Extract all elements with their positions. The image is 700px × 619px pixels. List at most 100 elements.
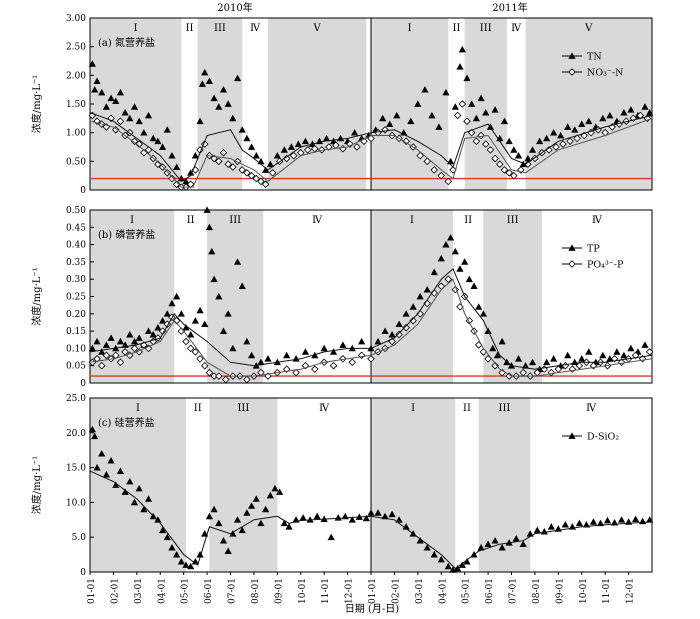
data-point <box>102 341 110 348</box>
data-point <box>589 518 598 525</box>
data-point <box>224 310 232 317</box>
period-label: III <box>480 23 492 34</box>
data-point <box>252 174 261 183</box>
x-tick-label: 03-01 <box>415 578 425 604</box>
data-point <box>243 337 251 345</box>
y-tick-label: 3.00 <box>66 14 86 24</box>
x-tick-label: 02-01 <box>391 578 401 604</box>
data-point <box>454 564 462 572</box>
y-tick-label: 0.20 <box>66 310 86 320</box>
data-point <box>402 523 410 530</box>
data-point <box>458 45 466 53</box>
y-tick-label: 2.00 <box>66 71 86 81</box>
y-tick-label: 10.0 <box>66 498 86 508</box>
data-point <box>88 60 96 67</box>
data-point <box>357 351 366 360</box>
data-point <box>182 324 190 331</box>
period-label: I <box>410 215 414 226</box>
data-point <box>116 117 125 125</box>
data-point <box>93 117 101 125</box>
data-point <box>198 80 206 87</box>
data-point <box>327 533 335 541</box>
data-point <box>130 498 139 506</box>
x-tick-label: 09-01 <box>555 578 565 604</box>
data-point <box>629 114 638 123</box>
data-point <box>257 519 265 527</box>
data-point <box>599 114 607 122</box>
data-point <box>187 562 195 570</box>
x-tick-label: 04-01 <box>438 578 448 604</box>
data-point <box>233 516 242 523</box>
data-point <box>116 467 125 474</box>
data-point <box>130 344 139 353</box>
data-point <box>402 323 410 332</box>
period-label: Ⅳ <box>319 403 330 414</box>
data-point <box>543 358 551 366</box>
data-point <box>191 348 200 356</box>
data-point <box>552 143 560 151</box>
panel-nitrogen: I II III Ⅳ Ⅴ I II III Ⅳ Ⅴ00.501.001.502.002.503.0… <box>30 14 654 196</box>
data-point <box>173 292 181 300</box>
data-point <box>407 117 415 125</box>
data-point <box>182 337 190 346</box>
panel-label: (b) 磷营养盐 <box>98 228 155 241</box>
period-shade <box>267 18 367 190</box>
data-point <box>421 86 429 93</box>
data-point <box>215 292 223 300</box>
data-point <box>339 341 347 348</box>
data-point <box>575 361 584 370</box>
data-point <box>163 533 171 541</box>
data-point <box>233 74 242 82</box>
data-point <box>126 477 134 485</box>
data-point <box>276 488 284 495</box>
x-tick-label: 12-01 <box>626 578 636 604</box>
data-point <box>306 516 314 523</box>
data-point <box>362 514 370 522</box>
data-point <box>238 526 246 534</box>
data-point <box>304 146 312 154</box>
data-point <box>177 557 185 565</box>
trend-line <box>89 117 653 188</box>
y-tick-label: 2.50 <box>66 43 86 53</box>
data-point <box>578 120 586 127</box>
data-point <box>395 320 403 328</box>
data-point <box>301 348 310 355</box>
data-point <box>201 68 209 76</box>
data-point <box>568 365 577 373</box>
data-point <box>561 521 569 528</box>
data-point <box>88 425 96 433</box>
x-tick-label: 07-01 <box>228 578 238 604</box>
data-point <box>547 523 555 530</box>
data-point <box>451 103 459 110</box>
data-point <box>196 117 204 125</box>
y-tick-label: 0.50 <box>66 157 86 167</box>
panel-phosphorus: I II III Ⅳ I II III Ⅳ00.050.100.150.200.250.300… <box>30 206 654 389</box>
data-point <box>395 516 403 523</box>
data-point <box>154 324 162 331</box>
data-point <box>318 146 326 154</box>
data-point <box>149 134 157 142</box>
data-point <box>224 160 232 168</box>
data-point <box>505 372 513 380</box>
y-tick-label: 0.15 <box>66 327 86 337</box>
data-point <box>289 151 298 160</box>
data-point <box>496 134 504 142</box>
data-point <box>617 516 626 523</box>
data-point <box>367 355 375 363</box>
period-label: III <box>214 23 226 34</box>
data-point <box>620 109 628 116</box>
data-point <box>528 358 537 366</box>
data-point <box>280 519 288 527</box>
data-point <box>102 470 110 478</box>
data-point <box>622 117 631 125</box>
data-point <box>158 143 167 150</box>
period-label: Ⅴ <box>584 23 593 34</box>
data-point <box>313 512 321 520</box>
data-point <box>243 169 251 177</box>
data-point <box>215 103 223 110</box>
data-point <box>238 282 246 289</box>
data-point <box>505 137 513 145</box>
data-point <box>215 157 223 166</box>
data-point <box>121 488 129 495</box>
data-point <box>247 502 256 509</box>
